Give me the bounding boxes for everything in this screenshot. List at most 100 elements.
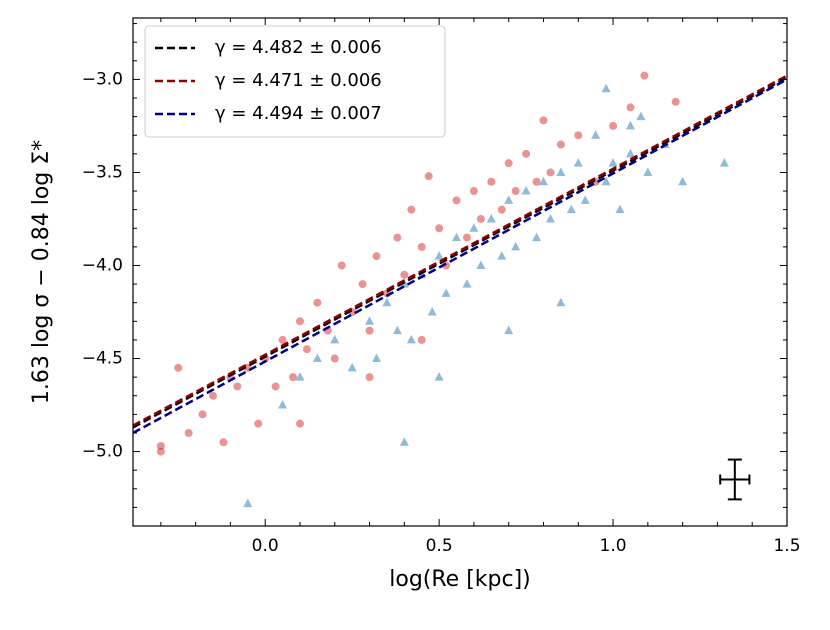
point [626,103,635,112]
point [278,400,288,409]
fit-line [133,74,787,427]
y-axis-label: 1.63 log σ − 0.84 log Σ* [29,140,54,404]
point [538,176,548,186]
point [504,195,514,204]
y-tick-label: −5.0 [82,442,123,462]
point [330,334,340,344]
x-tick-label: 1.0 [600,536,627,556]
point [678,176,688,186]
point [399,437,409,446]
point [609,121,618,130]
point [358,280,367,289]
point [556,140,565,149]
point [522,149,531,158]
point [532,177,541,186]
y-tick-label: −3.5 [82,162,123,182]
point [452,196,461,205]
point [393,233,402,242]
point [365,373,374,382]
x-tick-label: 0.5 [426,536,453,556]
point [434,251,444,260]
point [382,297,392,307]
point [591,130,601,139]
fit-line [133,78,787,435]
point [532,232,542,242]
point [566,204,576,214]
point [365,326,374,335]
point [487,177,496,186]
point [156,441,165,450]
point [302,345,311,354]
legend-label: γ = 4.471 ± 0.006 [215,70,382,91]
point [312,353,322,363]
point [372,353,382,363]
point [546,168,555,177]
point [625,148,635,158]
point [643,167,653,176]
x-axis-label: log(Re [kpc]) [389,567,531,592]
legend-label: γ = 4.482 ± 0.006 [215,37,382,58]
point [337,261,346,270]
point [719,158,729,167]
point [365,316,375,325]
point [441,288,451,297]
point [400,270,409,279]
point [556,167,566,176]
point [608,158,618,167]
point [278,335,287,344]
point [434,372,444,381]
point [174,363,183,372]
point [574,131,583,140]
point [198,410,207,419]
point [462,233,471,242]
point [271,382,280,391]
point [511,241,521,251]
point [295,419,304,428]
point [511,187,520,196]
point [625,120,635,130]
point [504,159,513,168]
fit-line [133,76,787,429]
point [462,279,472,288]
point [417,242,426,251]
y-tick-label: −4.0 [82,255,123,275]
point [417,335,426,344]
point [556,297,566,307]
point [486,213,496,223]
point [219,438,228,447]
point [497,251,507,260]
point [372,252,381,261]
point [573,158,583,167]
legend-label: γ = 4.494 ± 0.007 [215,103,382,124]
point [469,187,478,196]
legend-box [144,25,446,138]
point [615,204,625,214]
point [601,176,611,186]
point [407,205,416,214]
point [209,391,218,400]
point [601,83,611,93]
point [521,186,531,195]
point [295,372,305,381]
point [233,382,242,391]
point [330,354,339,363]
x-tick-label: 1.5 [773,536,800,556]
point [184,428,193,437]
point [452,232,462,242]
point [392,325,402,335]
point [295,317,304,326]
axes-frame [132,17,788,527]
point [406,334,416,344]
point [504,325,514,335]
point [671,97,680,106]
point [289,373,298,382]
point [254,419,263,428]
point [545,213,555,223]
point [497,205,506,214]
y-tick-label: −3.0 [82,69,123,89]
plot-area [133,71,787,508]
point [424,172,433,181]
point [427,307,437,316]
point [347,362,357,372]
